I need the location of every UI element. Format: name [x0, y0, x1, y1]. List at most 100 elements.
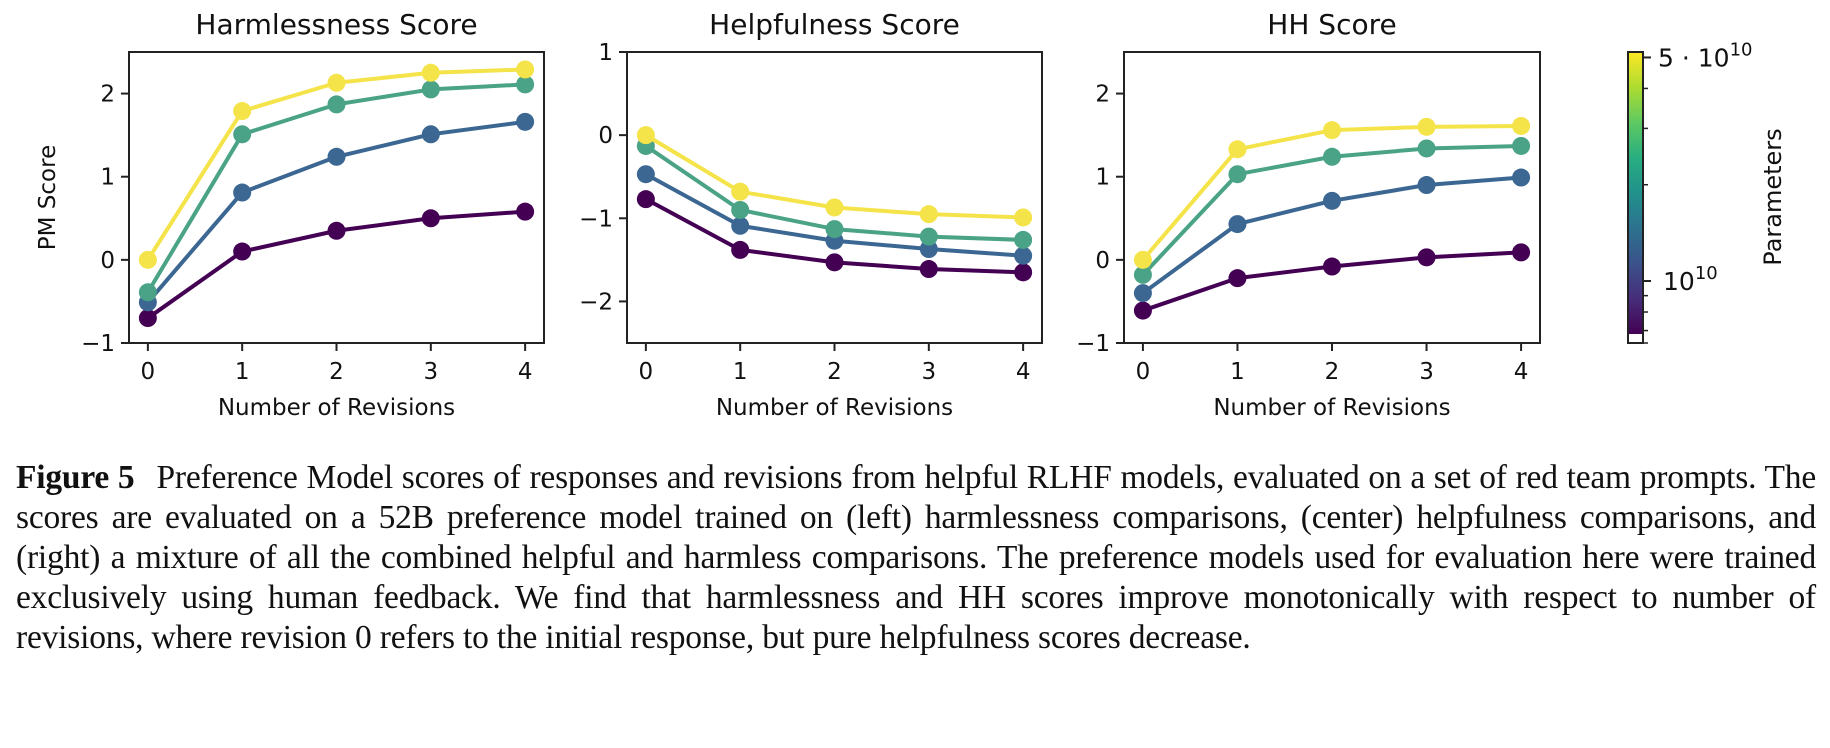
data-point [731, 200, 750, 219]
x-tick-label: 1 [1230, 359, 1245, 385]
data-point [516, 202, 535, 221]
data-point [516, 60, 535, 79]
data-point [516, 75, 535, 94]
series-largest [1133, 116, 1531, 269]
x-tick-label: 1 [733, 359, 748, 385]
x-tick-label: 0 [141, 359, 156, 385]
colorbar-tick-label: 1010 [1663, 263, 1718, 296]
caption-label: Figure 5 [16, 459, 135, 496]
figure-caption: Figure 5 Preference Model scores of respo… [16, 458, 1816, 658]
data-point [138, 283, 157, 302]
data-point [1417, 139, 1436, 158]
data-point [1323, 257, 1341, 276]
data-point [1512, 136, 1531, 155]
x-tick-label: 2 [329, 359, 344, 385]
data-point [825, 198, 844, 217]
data-point [1133, 265, 1152, 284]
series-smallest [636, 190, 1033, 282]
data-point [919, 260, 938, 279]
x-tick-label: 4 [1514, 359, 1529, 385]
caption-text: Preference Model scores of responses and… [16, 459, 1817, 656]
series-largest [138, 60, 535, 269]
colorbar-tick-base: 10 [1663, 267, 1695, 296]
data-point [919, 205, 938, 224]
data-point [636, 190, 655, 209]
data-point [919, 227, 938, 246]
y-tick-label: 0 [100, 248, 115, 274]
series-line [146, 82, 526, 294]
data-point [1512, 168, 1531, 187]
data-point [421, 125, 440, 144]
data-point [636, 165, 655, 184]
series-small [1133, 168, 1531, 303]
colorbar-gradient [1628, 52, 1643, 334]
colorbar-tick-base: 5 · 10 [1658, 43, 1730, 72]
data-point [327, 221, 346, 240]
colorbar-frame [1627, 51, 1644, 344]
chart-panel-1: Harmlessness Score 0 1 2 3 4 −1 0 1 2 Number of Re… [35, 8, 545, 421]
data-point [1417, 176, 1436, 195]
series-smallest [1133, 243, 1531, 320]
x-tick-label: 3 [423, 359, 438, 385]
data-point [1133, 301, 1152, 320]
data-point [138, 309, 157, 328]
x-tick-label: 4 [1016, 359, 1031, 385]
data-point [731, 240, 750, 259]
y-tick-label: 0 [1095, 248, 1110, 274]
data-point [825, 220, 844, 239]
x-axis-label: Number of Revisions [1213, 395, 1450, 421]
x-tick-label: 1 [235, 359, 250, 385]
series-large [1133, 136, 1531, 284]
y-tick-label: 0 [598, 123, 613, 149]
figure-panels: Harmlessness Score 0 1 2 3 4 −1 0 1 2 Number of Re… [35, 8, 1787, 421]
data-point [1512, 116, 1531, 135]
x-tick-label: 2 [1325, 359, 1340, 385]
data-point [1228, 215, 1247, 234]
series-large [138, 75, 535, 302]
data-point [1133, 284, 1152, 303]
data-point [138, 250, 157, 269]
y-tick-label: 1 [598, 40, 613, 66]
data-point [327, 95, 346, 114]
x-axis-label: Number of Revisions [218, 395, 455, 421]
y-tick-label: 1 [1095, 165, 1110, 191]
chart-panel-2: Helpfulness Score 0 1 2 3 4 −2 −1 0 1 Number of Re… [579, 8, 1043, 421]
data-point [1014, 230, 1033, 249]
series-smallest [138, 202, 535, 328]
data-point [421, 80, 440, 99]
data-point [1417, 248, 1436, 267]
data-point [1323, 147, 1341, 166]
x-tick-label: 2 [827, 359, 842, 385]
data-point [1014, 263, 1033, 282]
x-tick-label: 0 [639, 359, 654, 385]
data-point [327, 73, 346, 92]
data-point [1014, 246, 1033, 265]
y-tick-label: −1 [1076, 331, 1110, 357]
data-point [1228, 140, 1247, 159]
y-tick-label: −2 [579, 289, 613, 315]
data-point [731, 216, 750, 235]
x-axis-label: Number of Revisions [716, 395, 953, 421]
data-point [919, 240, 938, 259]
x-tick-label: 0 [1136, 359, 1151, 385]
data-point [327, 147, 346, 166]
data-point [1323, 191, 1341, 210]
colorbar-tick-exponent: 10 [1695, 263, 1718, 284]
data-point [1228, 269, 1247, 288]
y-tick-label: −1 [579, 206, 613, 232]
data-point [1323, 121, 1341, 140]
x-tick-label: 3 [1419, 359, 1434, 385]
x-tick-label: 3 [921, 359, 936, 385]
data-point [1417, 117, 1436, 136]
colorbar-tick-exponent: 10 [1730, 39, 1753, 60]
colorbar-label: Parameters [1759, 128, 1787, 265]
y-tick-label: 1 [100, 165, 115, 191]
data-point [731, 182, 750, 201]
data-point [1228, 165, 1247, 184]
data-point [421, 63, 440, 82]
y-tick-label: 2 [1095, 82, 1110, 108]
data-point [233, 183, 252, 202]
data-point [636, 126, 655, 145]
chart-panel-3: HH Score 0 1 2 3 4 −1 0 1 2 Number of Revisions [1076, 8, 1541, 421]
